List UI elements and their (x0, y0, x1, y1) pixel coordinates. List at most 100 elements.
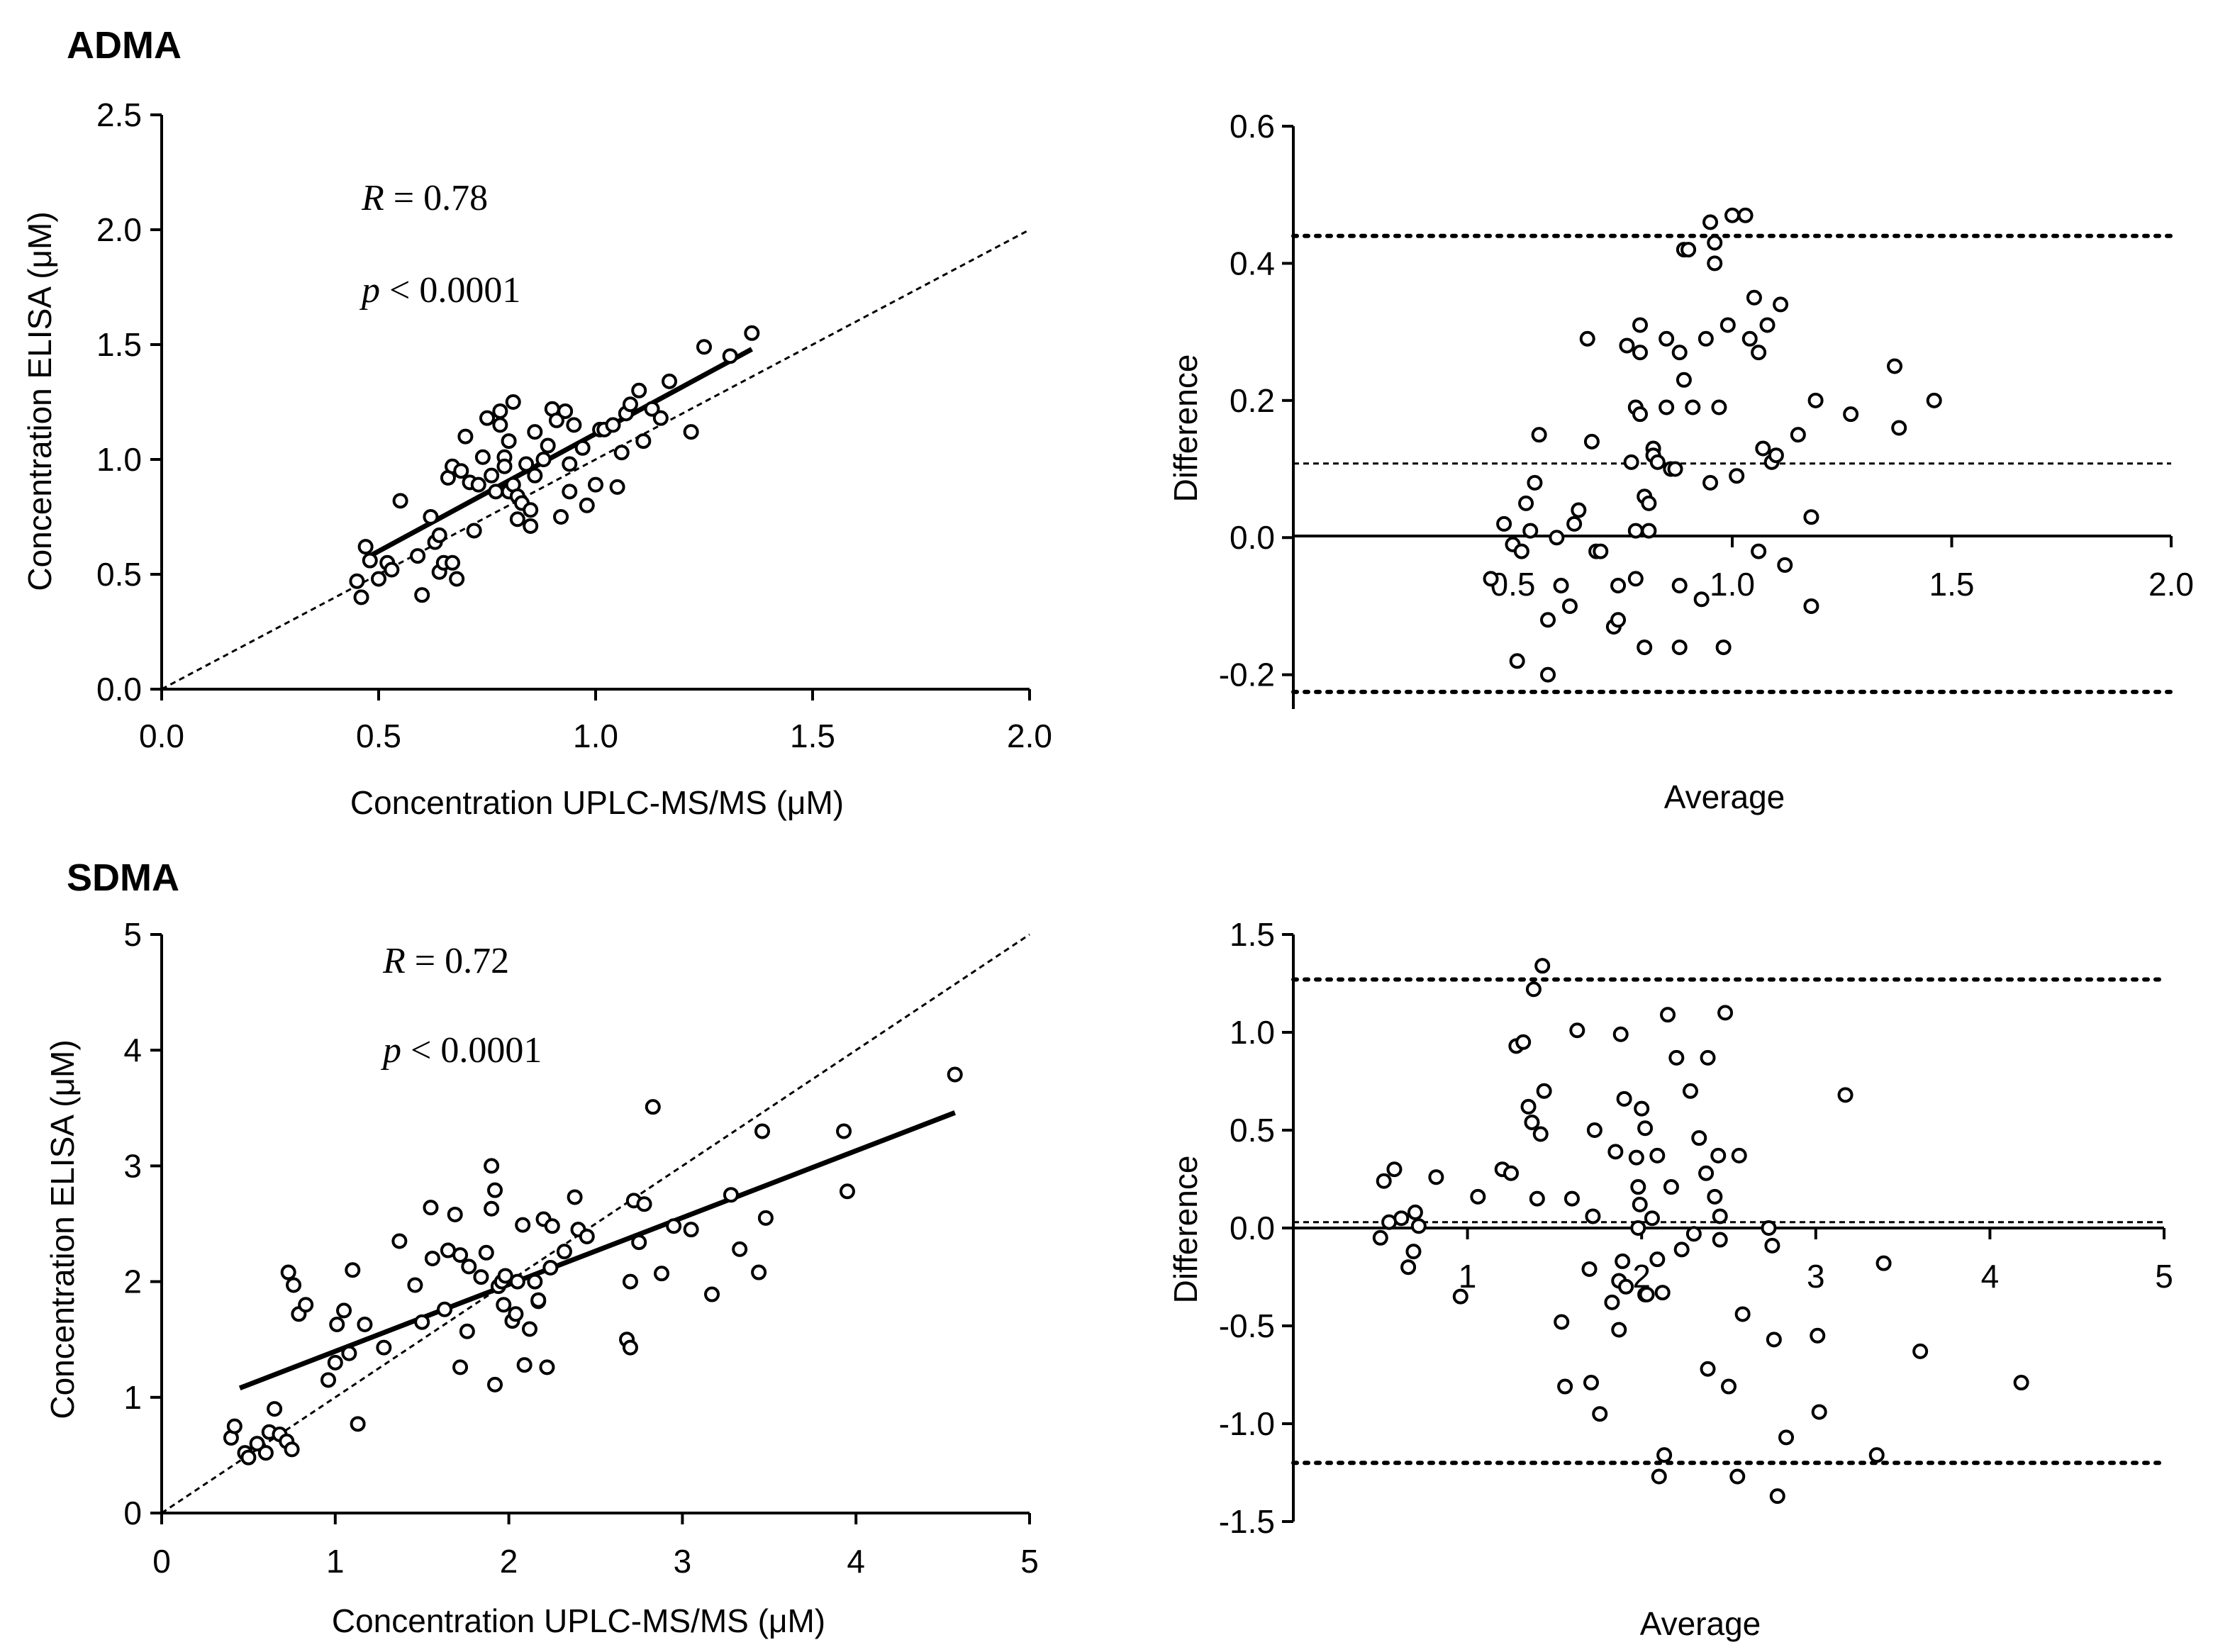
data-point (414, 587, 430, 603)
data-point (636, 1196, 652, 1212)
data-point (1751, 345, 1767, 361)
x-tick-label: 1.5 (790, 718, 835, 754)
data-point (947, 1066, 963, 1083)
data-point (470, 476, 486, 493)
x-tick-label: 0.0 (139, 718, 184, 754)
data-point (407, 1277, 423, 1293)
data-point (336, 1302, 352, 1319)
data-point (1926, 392, 1942, 408)
data-point (527, 1273, 543, 1290)
data-point (1525, 981, 1542, 998)
adma-correlation-plot: ADMA R = 0.78 p < 0.0001 Concentration U… (21, 24, 1052, 821)
data-point (431, 527, 447, 543)
y-axis-label: Difference (1167, 355, 1204, 503)
data-point (1452, 1288, 1468, 1305)
data-point (505, 394, 521, 410)
data-point (350, 1416, 366, 1432)
data-point (1611, 1322, 1627, 1338)
y-tick-label: 2 (123, 1263, 142, 1300)
data-point (652, 410, 669, 426)
data-point (666, 1218, 682, 1234)
data-point (1630, 1179, 1646, 1195)
data-point (492, 403, 508, 419)
data-point (1773, 296, 1789, 313)
data-point (1659, 330, 1675, 347)
sdma-bland-altman-plot: Average Difference -1.5 -1.0 -0.5 0.0 0.5 1.0… (1167, 916, 2173, 1642)
data-point (1803, 598, 1819, 614)
y-tick-label: 5 (123, 916, 142, 953)
data-point (542, 1260, 559, 1276)
x-tick-label: 1 (326, 1543, 345, 1580)
data-point (478, 1244, 494, 1261)
data-point (1868, 1447, 1885, 1463)
data-point (518, 456, 535, 472)
data-point (553, 509, 569, 525)
data-point (1616, 1090, 1632, 1107)
data-point (535, 452, 552, 467)
data-point (447, 1206, 463, 1222)
data-point (423, 509, 439, 525)
data-point (1649, 454, 1666, 470)
data-point (1632, 1196, 1648, 1212)
data-point (1509, 653, 1525, 669)
data-point (410, 548, 426, 564)
data-point (732, 1241, 748, 1257)
x-tick-label: 4 (1981, 1258, 2000, 1295)
data-point (1724, 207, 1740, 223)
data-point (1680, 242, 1697, 258)
data-point (1386, 1161, 1403, 1178)
data-point (1553, 577, 1569, 593)
y-tick-label: 0.5 (1230, 1112, 1275, 1149)
data-point (357, 1316, 373, 1332)
x-tick-label: 3 (1807, 1258, 1825, 1295)
data-point (579, 1228, 595, 1244)
data-point (1654, 1285, 1671, 1301)
data-point (1671, 345, 1688, 361)
data-point (1667, 461, 1683, 477)
x-tick-label: 1 (1459, 1258, 1477, 1295)
data-point (1637, 639, 1653, 655)
data-point (1777, 557, 1793, 573)
y-tick-label: 1.5 (96, 326, 142, 363)
data-point (645, 1099, 661, 1115)
data-point (445, 554, 461, 571)
data-point (484, 467, 500, 484)
y-tick-label: 0.2 (1230, 382, 1275, 419)
y-tick-label: 0.4 (1230, 245, 1275, 281)
data-point (487, 1376, 503, 1393)
data-point (1768, 447, 1784, 464)
data-point (384, 562, 400, 578)
data-point (588, 476, 603, 493)
data-point (1702, 474, 1719, 491)
data-point (1518, 495, 1534, 511)
data-point (530, 1292, 547, 1308)
data-point (488, 484, 504, 500)
data-point (1592, 1406, 1608, 1422)
data-point (566, 417, 582, 433)
y-tick-label: 1.5 (1230, 916, 1275, 953)
y-tick-label: 1.0 (96, 441, 142, 478)
data-point (457, 428, 474, 445)
data-point (1563, 1190, 1580, 1207)
data-point (1593, 543, 1609, 559)
x-tick-label: 0.5 (356, 718, 401, 754)
data-point (1671, 639, 1688, 655)
data-point (1707, 235, 1723, 251)
data-point (1607, 1144, 1624, 1160)
data-point (1710, 1147, 1727, 1163)
panel-title-adma: ADMA (67, 24, 182, 67)
x-tick-label: 0.5 (1490, 566, 1536, 603)
y-tick-label: 0.5 (96, 556, 142, 593)
data-point (1837, 1087, 1854, 1103)
data-point (1712, 1208, 1728, 1224)
data-point (1700, 1049, 1716, 1066)
data-point (423, 1200, 439, 1216)
data-point (754, 1123, 771, 1139)
y-tick-label: 2.0 (96, 211, 142, 248)
data-point (1721, 1378, 1737, 1395)
regression-line (238, 1110, 956, 1391)
data-point (1536, 1083, 1552, 1099)
data-point (1632, 406, 1649, 423)
data-point (1737, 207, 1754, 223)
